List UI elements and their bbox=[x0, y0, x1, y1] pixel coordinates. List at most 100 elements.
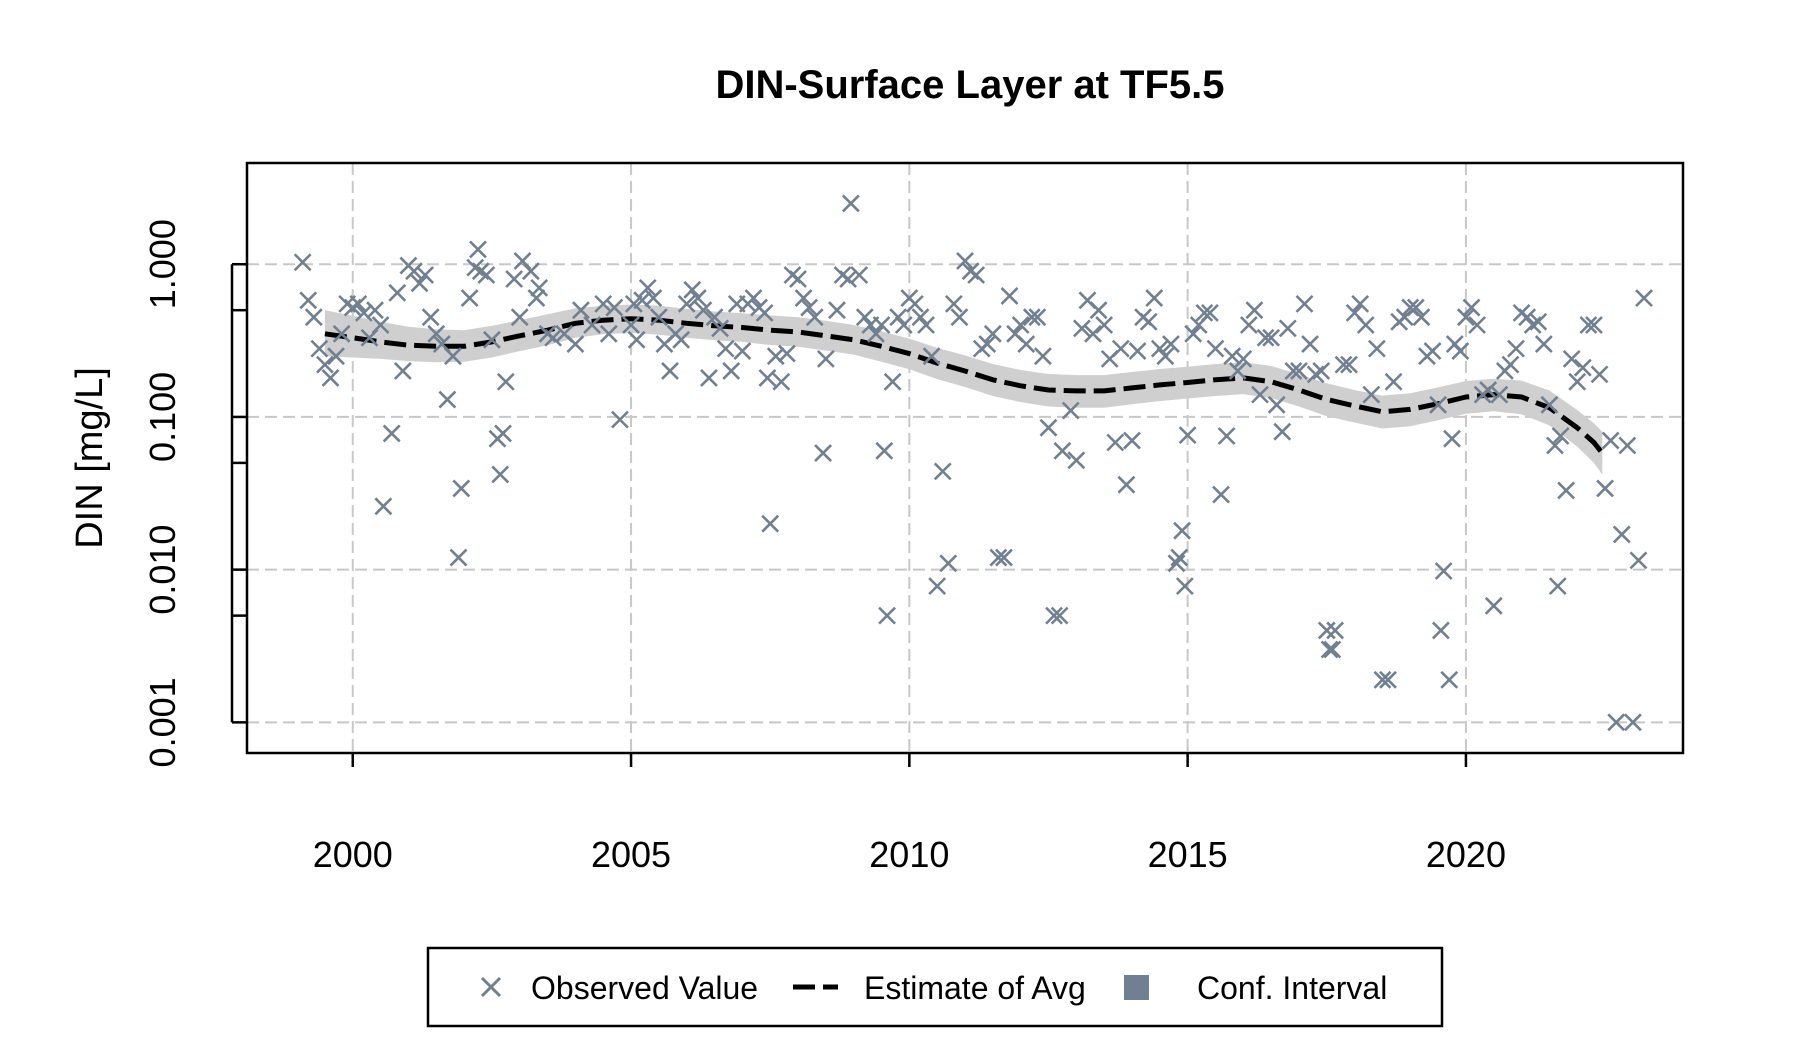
observed-point bbox=[1084, 324, 1102, 343]
observed-point bbox=[1245, 301, 1264, 320]
observed-point bbox=[1412, 308, 1431, 327]
observed-point bbox=[1212, 485, 1230, 504]
observed-point bbox=[989, 548, 1008, 567]
observed-point bbox=[449, 548, 468, 567]
observed-point bbox=[1011, 316, 1030, 334]
observed-point bbox=[1072, 319, 1091, 338]
observed-point bbox=[1089, 301, 1108, 320]
observed-point bbox=[599, 324, 618, 343]
x-tick-label: 2020 bbox=[1426, 834, 1506, 875]
observed-point bbox=[1045, 606, 1063, 625]
observed-point bbox=[995, 548, 1013, 567]
observed-point bbox=[1239, 316, 1258, 334]
observed-point bbox=[1139, 312, 1158, 331]
observed-point bbox=[496, 372, 515, 391]
x-tick-label: 2005 bbox=[591, 834, 671, 875]
legend: Observed Value Estimate of Avg Conf. Int… bbox=[426, 946, 1444, 1028]
observed-point bbox=[427, 324, 446, 343]
observed-point bbox=[889, 308, 908, 327]
observed-point bbox=[510, 308, 529, 327]
observed-point bbox=[1406, 298, 1425, 317]
observed-point bbox=[878, 606, 896, 625]
observed-point bbox=[583, 316, 602, 334]
observed-point bbox=[1568, 372, 1587, 391]
observed-point bbox=[1228, 362, 1247, 380]
observed-point bbox=[521, 262, 540, 281]
observed-point bbox=[1546, 436, 1564, 455]
observed-point bbox=[1028, 308, 1047, 327]
observed-point bbox=[983, 324, 1002, 343]
observed-point bbox=[744, 289, 763, 308]
observed-point bbox=[1484, 596, 1503, 615]
observed-point bbox=[688, 289, 707, 308]
observed-point bbox=[1618, 436, 1637, 455]
observed-point bbox=[1457, 308, 1475, 327]
observed-point bbox=[1340, 355, 1358, 374]
observed-point bbox=[1507, 339, 1525, 358]
x-axis: 2000 2005 2010 2015 2020 bbox=[313, 753, 1506, 875]
observed-point bbox=[917, 316, 935, 334]
observed-point bbox=[469, 240, 487, 259]
grid-lines bbox=[247, 163, 1683, 753]
observed-point bbox=[1579, 316, 1598, 334]
observed-point bbox=[527, 289, 546, 308]
observed-point bbox=[1518, 308, 1537, 327]
observed-point bbox=[1468, 316, 1486, 334]
observed-point bbox=[1284, 362, 1303, 380]
observed-point bbox=[1150, 339, 1169, 358]
observed-point bbox=[1423, 342, 1442, 360]
x-tick-label: 2010 bbox=[869, 834, 949, 875]
observed-point bbox=[627, 330, 646, 349]
observed-point bbox=[772, 372, 791, 391]
observed-point bbox=[477, 266, 496, 284]
observed-point bbox=[1175, 577, 1194, 596]
observed-point bbox=[1251, 385, 1269, 404]
observed-point bbox=[1440, 670, 1459, 689]
observed-point bbox=[1050, 606, 1069, 625]
observed-point bbox=[1262, 328, 1281, 347]
observed-point bbox=[733, 342, 752, 360]
y-tick-label: 0.001 bbox=[142, 677, 183, 767]
observed-point bbox=[967, 266, 986, 284]
observed-point bbox=[1167, 554, 1186, 573]
observed-point bbox=[1562, 349, 1581, 368]
estimate-avg-line bbox=[324, 316, 1605, 455]
observed-point bbox=[711, 319, 730, 338]
observed-point bbox=[883, 372, 902, 391]
observed-point bbox=[1301, 335, 1320, 353]
observed-point bbox=[777, 344, 796, 363]
observed-point bbox=[766, 347, 785, 366]
x-tick-label: 2015 bbox=[1148, 834, 1228, 875]
y-tick-label: 1.000 bbox=[142, 219, 183, 309]
plot-frame bbox=[245, 161, 1685, 755]
observed-point bbox=[939, 554, 958, 573]
observed-point bbox=[1106, 433, 1125, 452]
observed-point bbox=[1451, 342, 1470, 360]
observed-point bbox=[922, 347, 941, 366]
y-tick-label: 0.010 bbox=[142, 525, 183, 615]
legend-marker-observed bbox=[480, 976, 502, 998]
observed-point bbox=[1117, 475, 1136, 494]
observed-point bbox=[1256, 328, 1275, 347]
observed-point bbox=[1501, 355, 1520, 374]
observed-point bbox=[978, 335, 997, 353]
observed-point bbox=[956, 252, 974, 270]
observed-point bbox=[1585, 316, 1603, 334]
observed-point bbox=[1156, 347, 1175, 366]
observed-point bbox=[410, 274, 429, 293]
observed-point bbox=[1034, 347, 1052, 366]
observed-point bbox=[1053, 441, 1072, 460]
observed-point bbox=[872, 316, 891, 334]
observed-point bbox=[841, 194, 860, 213]
y-tick-label: 0.100 bbox=[142, 372, 183, 462]
observed-point bbox=[491, 465, 510, 484]
observed-point bbox=[388, 283, 407, 302]
observed-point bbox=[661, 362, 679, 380]
observed-point bbox=[1162, 335, 1180, 353]
observed-point bbox=[828, 301, 846, 320]
observed-point bbox=[460, 289, 479, 308]
observed-point bbox=[1434, 562, 1453, 580]
observed-point bbox=[805, 308, 824, 327]
observed-point bbox=[1596, 479, 1614, 498]
